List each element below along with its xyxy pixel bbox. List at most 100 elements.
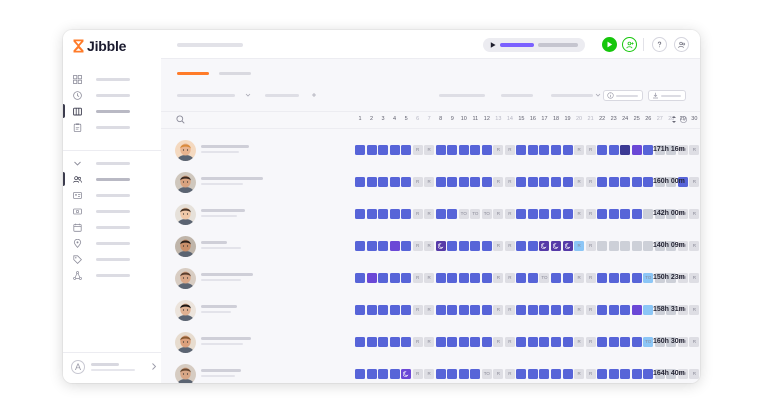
- day-cell[interactable]: [516, 337, 527, 347]
- day-cell[interactable]: R: [574, 209, 585, 219]
- day-cell[interactable]: [447, 177, 458, 187]
- day-cell[interactable]: [539, 305, 550, 315]
- avatar[interactable]: [175, 204, 196, 225]
- day-cell[interactable]: [620, 177, 631, 187]
- day-cell[interactable]: R: [412, 337, 423, 347]
- member-name[interactable]: [201, 145, 249, 148]
- member-name[interactable]: [201, 177, 263, 180]
- day-cell[interactable]: [470, 369, 481, 379]
- day-cell[interactable]: [562, 177, 573, 187]
- day-cell[interactable]: [666, 369, 677, 379]
- day-cell[interactable]: [447, 337, 458, 347]
- day-cell[interactable]: [458, 369, 469, 379]
- day-cell[interactable]: PH: [677, 209, 688, 219]
- day-cell[interactable]: R: [412, 241, 423, 251]
- member-name[interactable]: [201, 305, 237, 308]
- day-cell[interactable]: [458, 305, 469, 315]
- date-range-filter[interactable]: [177, 94, 235, 97]
- day-cell[interactable]: [608, 145, 619, 155]
- day-cell[interactable]: [366, 305, 377, 315]
- day-cell[interactable]: [539, 241, 550, 251]
- day-cell[interactable]: [551, 209, 561, 219]
- day-cell[interactable]: [597, 209, 608, 219]
- table-row[interactable]: RRRRRRTOPHRR160h 30m: [161, 327, 700, 359]
- day-cell[interactable]: [551, 177, 561, 187]
- day-cell[interactable]: [654, 145, 665, 155]
- day-cell[interactable]: [597, 305, 608, 315]
- day-cell[interactable]: R: [493, 305, 504, 315]
- day-cell[interactable]: R: [493, 369, 504, 379]
- day-cell[interactable]: [378, 209, 389, 219]
- sort-icon[interactable]: [671, 115, 689, 124]
- day-cell[interactable]: [539, 145, 550, 155]
- day-cell[interactable]: R: [574, 273, 585, 283]
- tab-timesheets[interactable]: [177, 72, 209, 75]
- day-cell[interactable]: [481, 305, 492, 315]
- day-cell[interactable]: R: [689, 337, 700, 347]
- day-cell[interactable]: R: [504, 369, 515, 379]
- day-cell[interactable]: [458, 241, 469, 251]
- day-cell[interactable]: [447, 305, 458, 315]
- sidebar-item-reports[interactable]: [73, 122, 153, 132]
- day-cell[interactable]: R: [574, 177, 585, 187]
- day-cell[interactable]: [608, 337, 619, 347]
- member-name[interactable]: [201, 241, 227, 244]
- day-cell[interactable]: [527, 241, 538, 251]
- day-cell[interactable]: R: [504, 145, 515, 155]
- day-cell[interactable]: [562, 145, 573, 155]
- day-cell[interactable]: [631, 273, 642, 283]
- day-cell[interactable]: [458, 145, 469, 155]
- day-cell[interactable]: R: [585, 145, 596, 155]
- day-cell[interactable]: [516, 305, 527, 315]
- day-cell[interactable]: [597, 177, 608, 187]
- day-cell[interactable]: [620, 241, 631, 251]
- day-cell[interactable]: R: [574, 145, 585, 155]
- day-cell[interactable]: [401, 241, 412, 251]
- day-cell[interactable]: [597, 273, 608, 283]
- user-menu[interactable]: A: [63, 352, 161, 383]
- day-cell[interactable]: R: [412, 273, 423, 283]
- day-cell[interactable]: [643, 145, 654, 155]
- day-cell[interactable]: R: [504, 177, 515, 187]
- day-cell[interactable]: [366, 145, 377, 155]
- day-cell[interactable]: [631, 337, 642, 347]
- day-cell[interactable]: [435, 177, 446, 187]
- day-cell[interactable]: [435, 369, 446, 379]
- day-cell[interactable]: [527, 273, 538, 283]
- day-cell[interactable]: [378, 145, 389, 155]
- day-cell[interactable]: [378, 337, 389, 347]
- day-cell[interactable]: TO: [643, 337, 654, 347]
- day-cell[interactable]: R: [574, 305, 585, 315]
- day-cell[interactable]: [643, 209, 654, 219]
- day-cell[interactable]: [470, 177, 481, 187]
- day-cell[interactable]: [447, 241, 458, 251]
- settings-button[interactable]: [603, 90, 643, 101]
- day-cell[interactable]: R: [424, 369, 435, 379]
- member-name[interactable]: [201, 209, 245, 212]
- day-cell[interactable]: [654, 241, 665, 251]
- day-cell[interactable]: [539, 177, 550, 187]
- day-cell[interactable]: R: [412, 177, 423, 187]
- day-cell[interactable]: [435, 241, 446, 251]
- day-cell[interactable]: R: [574, 241, 585, 251]
- day-cell[interactable]: R: [493, 337, 504, 347]
- day-cell[interactable]: [620, 369, 631, 379]
- sidebar-item-payroll[interactable]: [73, 206, 153, 216]
- day-cell[interactable]: [643, 241, 654, 251]
- day-cell[interactable]: [481, 177, 492, 187]
- avatar[interactable]: [175, 364, 196, 383]
- day-cell[interactable]: [631, 209, 642, 219]
- day-cell[interactable]: [378, 305, 389, 315]
- day-cell[interactable]: R: [504, 305, 515, 315]
- day-cell[interactable]: [631, 145, 642, 155]
- day-cell[interactable]: [401, 177, 412, 187]
- day-cell[interactable]: R: [412, 305, 423, 315]
- day-cell[interactable]: [551, 145, 561, 155]
- day-cell[interactable]: [366, 369, 377, 379]
- day-cell[interactable]: [608, 209, 619, 219]
- day-cell[interactable]: R: [412, 209, 423, 219]
- day-cell[interactable]: R: [493, 209, 504, 219]
- day-cell[interactable]: R: [689, 369, 700, 379]
- member-name[interactable]: [201, 337, 251, 340]
- avatar[interactable]: [175, 332, 196, 353]
